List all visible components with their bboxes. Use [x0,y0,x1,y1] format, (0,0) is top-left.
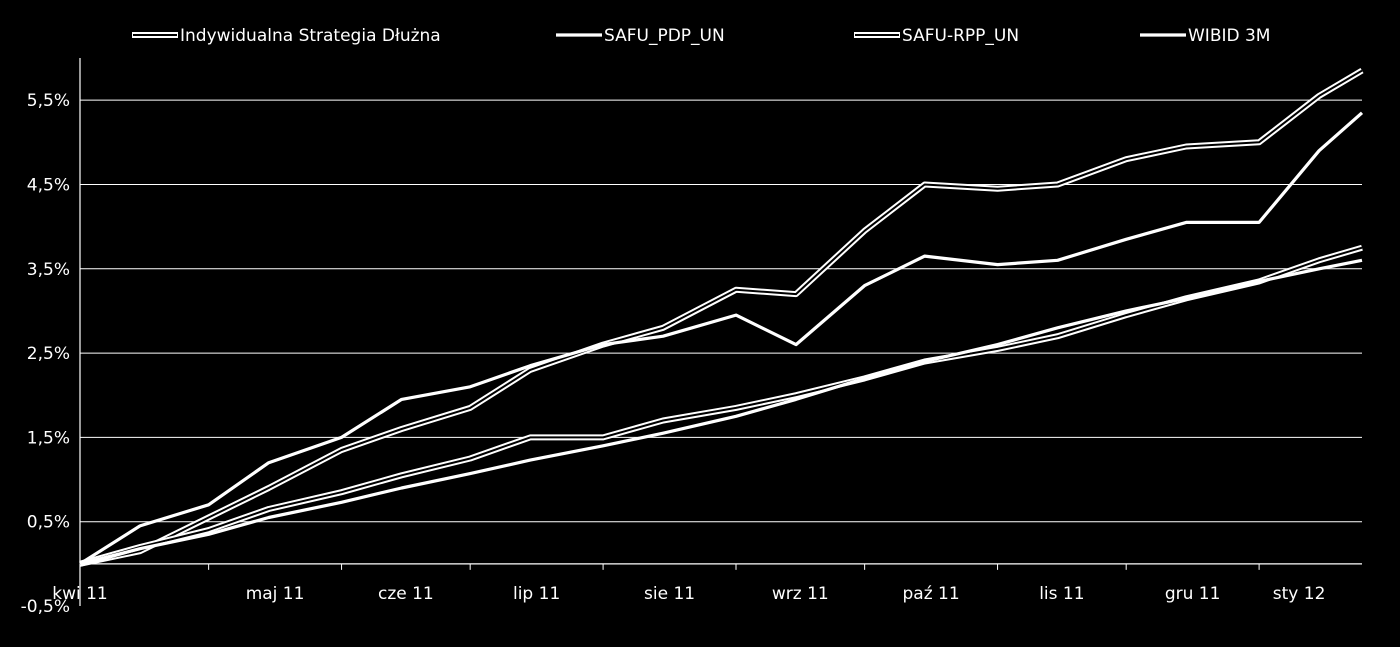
y-tick-label: 5,5% [27,91,70,111]
legend: Indywidualna Strategia Dłużna SAFU_PDP_UN… [132,26,1270,46]
x-tick-label: cze 11 [378,584,434,604]
legend-label: WIBID 3M [1188,26,1270,46]
legend-label: Indywidualna Strategia Dłużna [180,26,441,46]
x-tick-label: lis 11 [1039,584,1084,604]
series-line-outline [79,68,1364,567]
y-tick-label: 3,5% [27,260,70,280]
y-tick-label: -0,5% [21,597,70,617]
x-tick-label: wrz 11 [772,584,829,604]
y-tick-label: 2,5% [27,344,70,364]
legend-label: SAFU_PDP_UN [604,26,725,46]
axes: -0,5% 0,5% 1,5% 2,5% 3,5% 4,5% 5,5% kwi 11 maj 1… [21,58,1362,617]
y-tick-label: 4,5% [27,175,70,195]
series-lines [79,68,1364,567]
x-tick-label: sty 12 [1273,584,1326,604]
x-tick-label: kwi 11 [52,584,108,604]
gridlines [80,99,1362,523]
x-tick-label: maj 11 [246,584,305,604]
y-tick-label: 1,5% [27,428,70,448]
legend-label: SAFU-RPP_UN [902,26,1019,46]
x-tick-label: gru 11 [1165,584,1221,604]
x-tick-label: lip 11 [513,584,560,604]
series-line-4 [79,258,1363,566]
y-tick-label: 0,5% [27,513,70,533]
series-line-2 [79,111,1364,566]
series-line-1 [79,69,1363,565]
x-tick-label: paź 11 [903,584,960,604]
x-tick-label: sie 11 [644,584,695,604]
